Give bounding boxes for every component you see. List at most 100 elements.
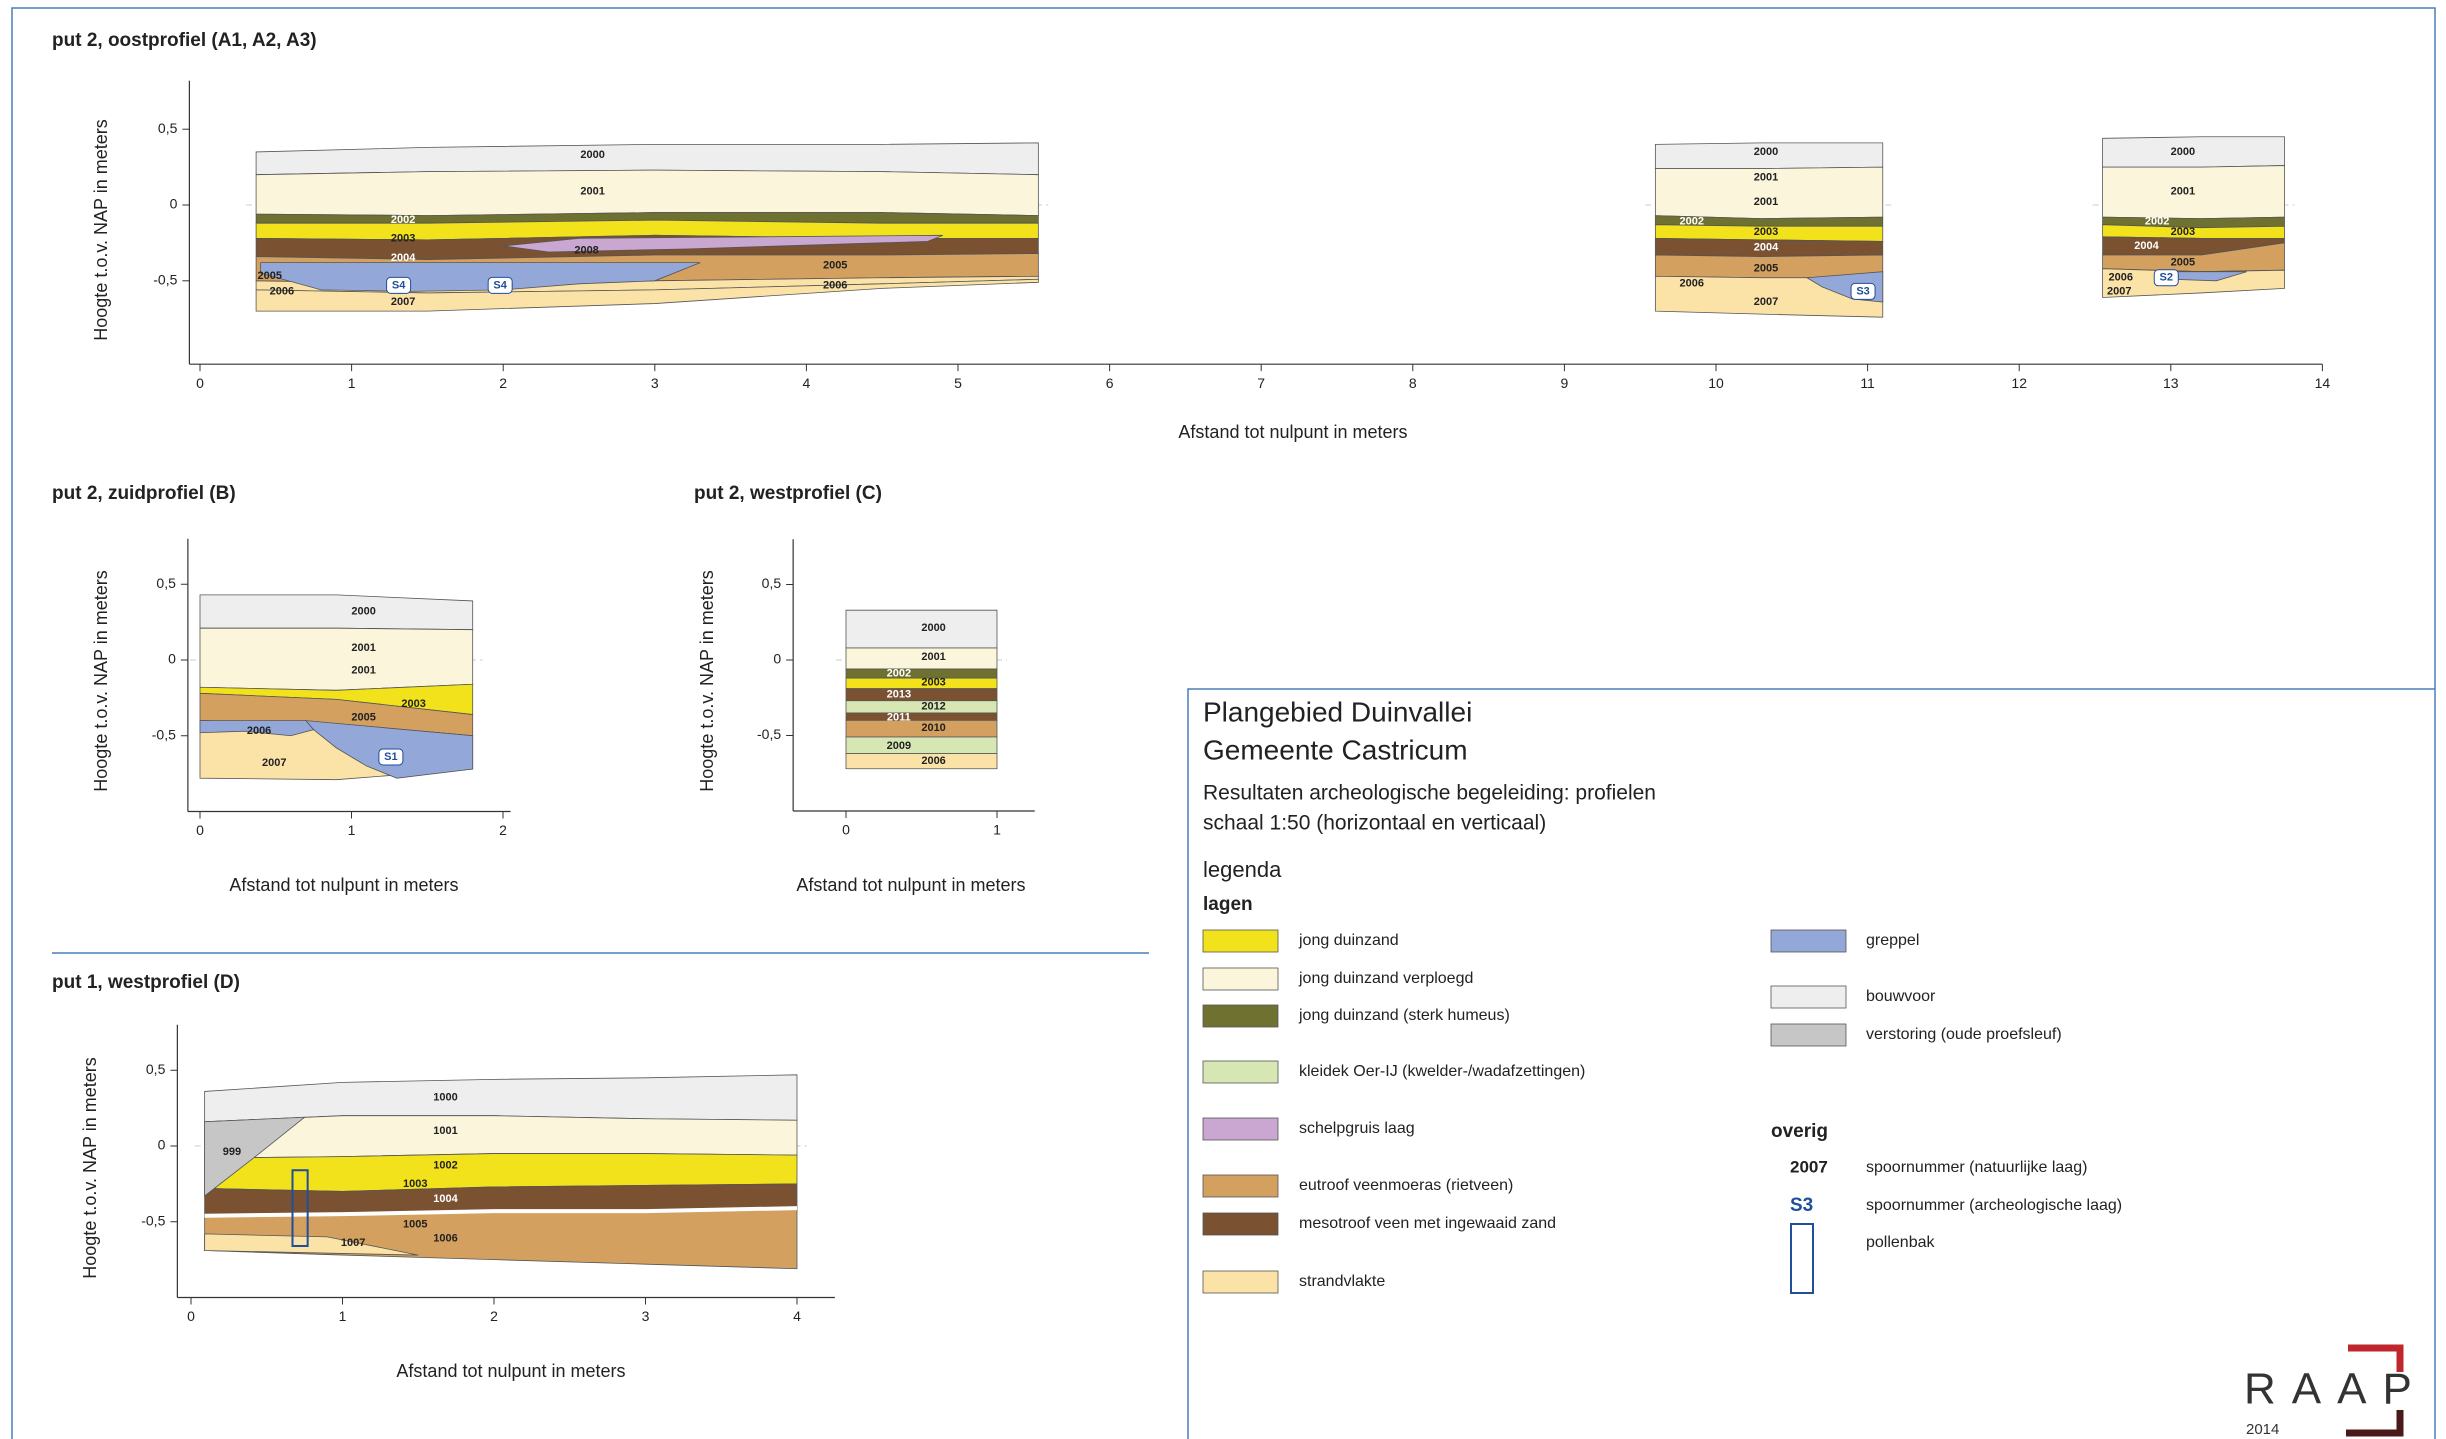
panel-title: put 2, oostprofiel (A1, A2, A3) [52,30,317,51]
layer-label: 2005 [823,260,847,272]
layer-label: 2010 [921,722,945,734]
layer-label: 2005 [257,270,281,282]
layer [256,170,1038,215]
legend-subheading: lagen [1203,894,1253,915]
legend-label: schelpgruis laag [1299,1120,1415,1137]
layer-label: 2001 [921,651,945,663]
y-axis-label: Hoogte t.o.v. NAP in meters [91,570,111,791]
legend-swatch [1203,1271,1278,1293]
legend-swatch [1203,930,1278,952]
pollenbak-swatch [1791,1224,1813,1293]
x-tick-label: 0 [187,1308,195,1324]
legend-label: jong duinzand verploegd [1298,970,1473,987]
x-axis-label: Afstand tot nulpunt in meters [396,1361,625,1381]
legend-swatch [1203,1061,1278,1083]
legend-label: jong duinzand (sterk humeus) [1298,1007,1510,1024]
x-tick-label: 10 [1708,375,1724,391]
x-tick-label: 12 [2011,375,2027,391]
x-tick-label: 2 [490,1308,498,1324]
layer-label: 2006 [247,725,271,737]
legend-label: bouwvoor [1866,988,1936,1005]
y-axis-label: Hoogte t.o.v. NAP in meters [80,1057,100,1278]
layer-label: 2001 [580,185,604,197]
layer-label: 2009 [887,740,911,752]
layer-label: 2005 [1754,263,1778,275]
y-tick-label: 0 [170,196,178,212]
x-axis-label: Afstand tot nulpunt in meters [1178,422,1407,442]
y-tick-label: -0,5 [152,726,176,742]
layer-label: 2011 [887,711,911,723]
y-tick-label: 0 [168,651,176,667]
x-tick-label: 1 [348,822,356,838]
profile-panel: put 2, westprofiel (C) Hoogte t.o.v. NAP … [694,483,1035,895]
x-tick-label: 1 [993,822,1001,838]
layer-label: 2004 [2134,240,2159,252]
layer [846,689,997,701]
x-tick-label: 6 [1106,375,1114,391]
layer-label: 2002 [1680,216,1704,228]
layer-label: 2000 [1754,146,1778,158]
layer-label: 2007 [262,757,286,769]
legend-title: Plangebied Duinvallei [1203,696,1472,727]
y-axis-label: Hoogte t.o.v. NAP in meters [697,570,717,791]
panel-title: put 2, zuidprofiel (B) [52,483,236,504]
layer-label: 2004 [391,252,416,264]
legend-label: jong duinzand [1298,932,1399,949]
legend-label: spoornummer (natuurlijke laag) [1866,1159,2087,1176]
x-tick-label: 8 [1409,375,1417,391]
panel-title: put 1, westprofiel (D) [52,972,240,993]
y-tick-label: 0,5 [762,575,782,591]
legend-label: pollenbak [1866,1234,1936,1251]
y-tick-label: -0,5 [757,726,781,742]
layer-label: 1005 [403,1219,427,1231]
layer-label: 2012 [921,701,945,713]
x-tick-label: 1 [348,375,356,391]
layer-label: 2003 [1754,226,1778,238]
legend-swatch [1771,986,1846,1008]
x-axis-label: Afstand tot nulpunt in meters [229,875,458,895]
layer-label: 2002 [887,667,911,679]
layer-label: 2007 [1754,296,1778,308]
layer-label: 2006 [823,279,847,291]
logo-name: RAAP [2244,1365,2428,1414]
layer-label: 2004 [1754,241,1779,253]
layer-label: 1006 [433,1232,457,1244]
x-tick-label: 3 [651,375,659,391]
legend-swatch [1203,1175,1278,1197]
y-tick-label: 0 [773,651,781,667]
legend-scale: schaal 1:50 (horizontaal en verticaal) [1203,812,1546,835]
layer-label: 2002 [2145,216,2169,228]
layer-label: 2005 [2171,257,2195,269]
layer [200,595,473,630]
layer-label: 1004 [433,1193,458,1205]
legend-label: eutroof veenmoeras (rietveen) [1299,1177,1513,1194]
legend-label: strandvlakte [1299,1273,1385,1290]
x-axis-label: Afstand tot nulpunt in meters [796,875,1025,895]
spoor-label: S2 [2160,272,2173,284]
layer-label: 2006 [921,755,945,767]
layer-label: 2013 [887,689,911,701]
layer-label: 2007 [2107,285,2131,297]
legend-heading: legenda [1203,857,1282,882]
x-tick-label: 2 [499,822,507,838]
layer [205,1075,797,1122]
layer-label: 2003 [401,698,425,710]
y-tick-label: 0,5 [156,575,176,591]
layer-label: 2000 [921,622,945,634]
y-tick-label: -0,5 [153,272,177,288]
layer-label: 2006 [2109,272,2133,284]
layer-label: 2001 [351,665,375,677]
profile: 10001001100210031004100510061007999 [195,1075,807,1269]
layer [200,628,473,690]
layer-label: 2005 [351,711,375,723]
legend-label: mesotroof veen met ingewaaid zand [1299,1215,1556,1232]
profile-panel: put 2, oostprofiel (A1, A2, A3)Hoogte t.… [52,30,2330,442]
panel-title: put 2, westprofiel (C) [694,483,882,504]
x-tick-label: 1 [339,1308,347,1324]
layer-label: 2001 [1754,172,1778,184]
y-tick-label: 0 [158,1137,166,1153]
legend-subtitle: Gemeente Castricum [1203,734,1468,765]
layer-label: 999 [223,1146,241,1158]
